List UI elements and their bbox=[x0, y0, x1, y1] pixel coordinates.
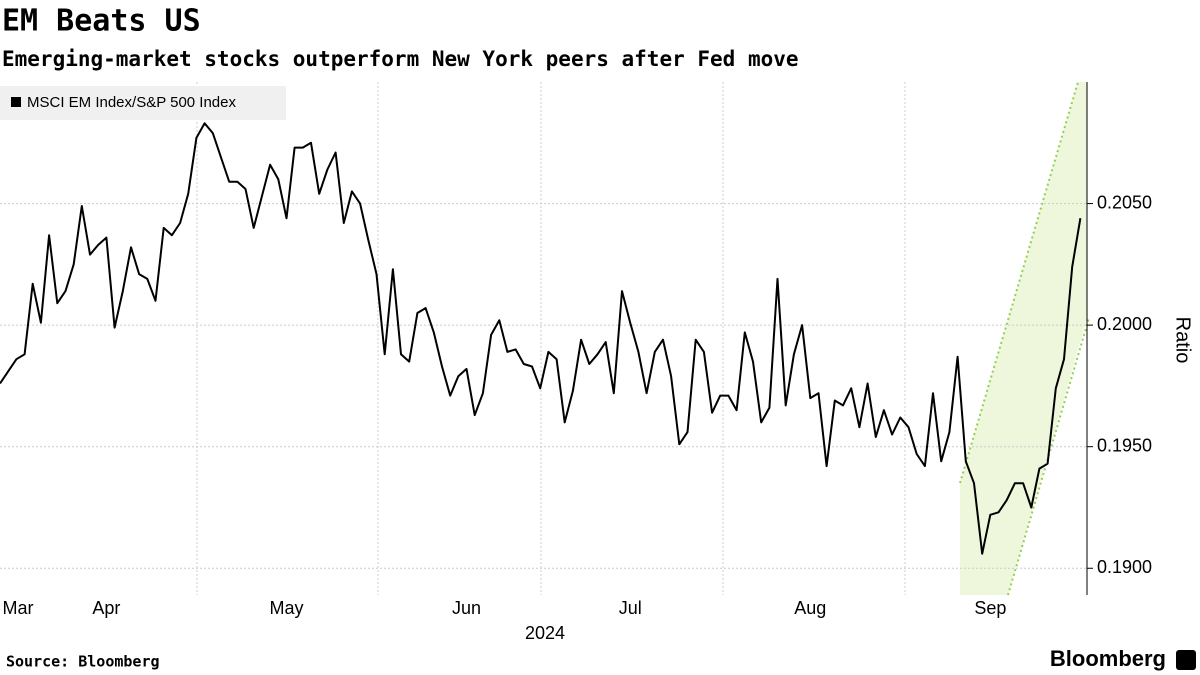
x-tick-label: Mar bbox=[3, 598, 34, 618]
series-line bbox=[0, 122, 1082, 555]
y-tick-label: 0.1900 bbox=[1097, 557, 1152, 577]
chart-title: EM Beats US bbox=[2, 4, 201, 39]
trend-channel bbox=[960, 82, 1087, 595]
vertical-grid bbox=[196, 82, 906, 595]
x-tick-label: Apr bbox=[92, 598, 120, 618]
x-tick-label: Aug bbox=[794, 598, 826, 618]
legend-swatch bbox=[11, 97, 21, 107]
x-tick-label: Jul bbox=[619, 598, 642, 618]
legend-box bbox=[0, 86, 286, 120]
x-tick-label: Jun bbox=[452, 598, 481, 618]
y-tick-label: 0.2000 bbox=[1097, 314, 1152, 334]
y-axis-label: Ratio bbox=[1172, 317, 1194, 364]
y-tick-label: 0.2050 bbox=[1097, 192, 1152, 212]
channel-lower bbox=[1007, 317, 1090, 596]
y-tick-label: 0.1950 bbox=[1097, 435, 1152, 455]
source: Source: Bloomberg bbox=[6, 653, 160, 671]
x-tick-label: Sep bbox=[974, 598, 1006, 618]
x-tick-label: May bbox=[269, 598, 303, 618]
x-axis-label: 2024 bbox=[525, 623, 565, 643]
legend-label: MSCI EM Index/S&P 500 Index bbox=[27, 94, 236, 111]
chart-subtitle: Emerging-market stocks outperform New Yo… bbox=[2, 47, 799, 71]
brand: Bloomberg bbox=[1050, 646, 1166, 671]
brand-icon bbox=[1176, 650, 1196, 670]
